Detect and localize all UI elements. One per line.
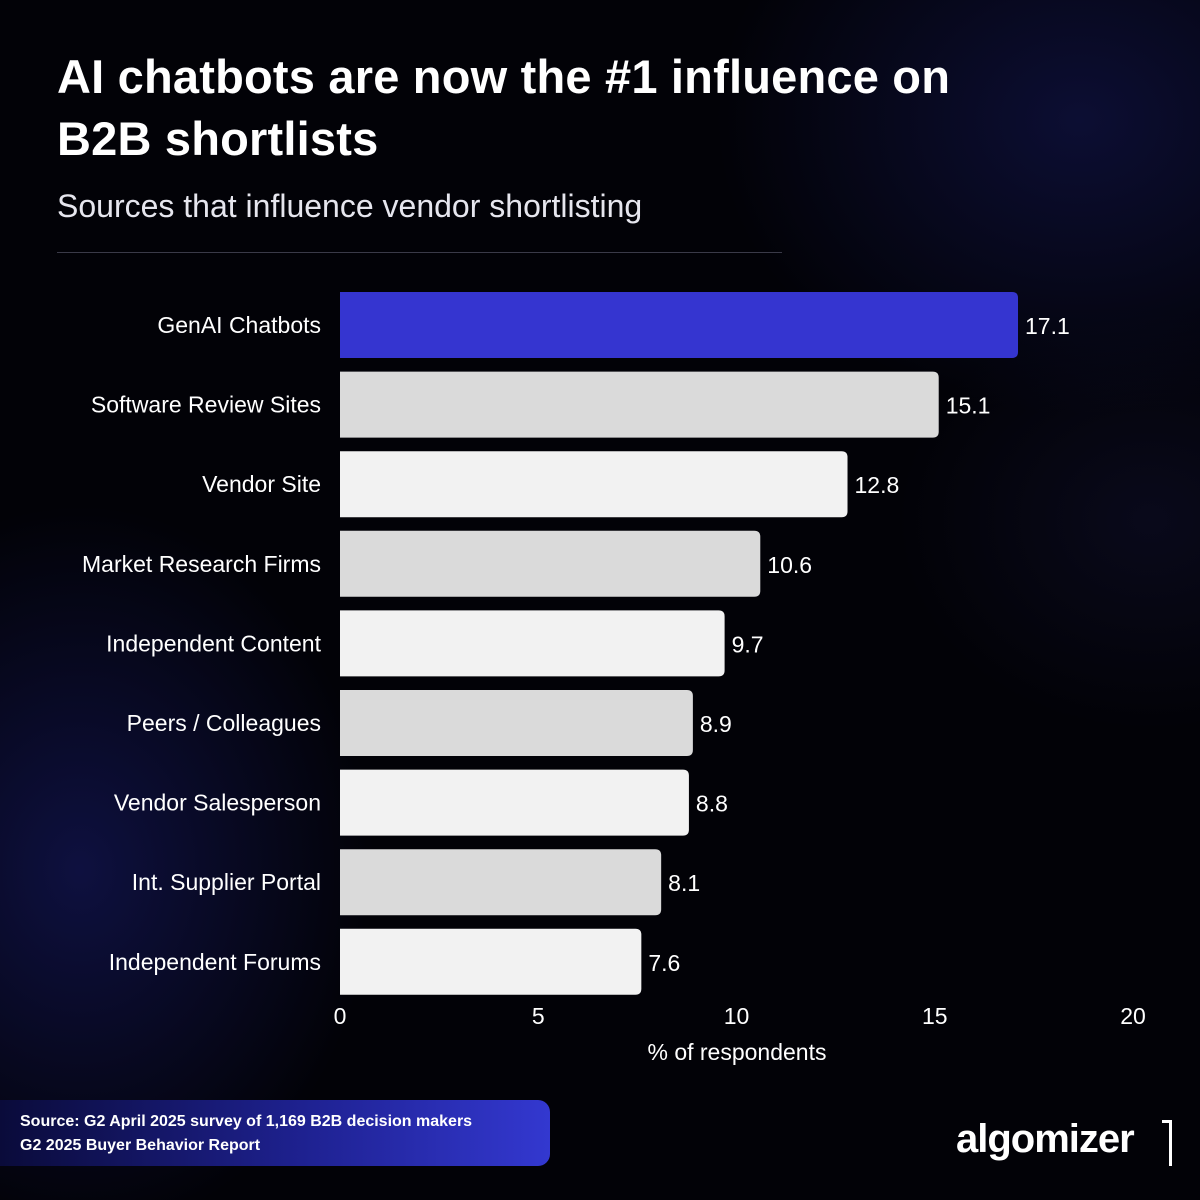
header-divider <box>57 252 782 253</box>
bar-6 <box>340 769 689 836</box>
value-label-4: 9.7 <box>732 631 764 657</box>
bar-8 <box>340 928 642 995</box>
category-label-5: Peers / Colleagues <box>127 710 321 736</box>
value-labels-layer: 17.1 15.1 12.8 10.6 9.7 8.9 8.8 8.1 7.6 <box>648 313 1069 976</box>
page-title: AI chatbots are now the #1 influence on … <box>57 50 951 165</box>
value-label-2: 12.8 <box>855 472 900 498</box>
x-axis-label: % of respondents <box>647 1039 826 1065</box>
source-line-2: G2 2025 Buyer Behavior Report <box>20 1137 261 1154</box>
brand-logo: algomizer <box>956 1114 1180 1170</box>
category-label-3: Market Research Firms <box>82 551 321 577</box>
value-label-7: 8.1 <box>668 870 700 896</box>
bar-1 <box>340 371 939 438</box>
source-line-1: Source: G2 April 2025 survey of 1,169 B2… <box>20 1113 473 1130</box>
logo-text: algomizer <box>956 1117 1135 1161</box>
bar-5 <box>340 690 693 756</box>
value-label-5: 8.9 <box>700 711 732 737</box>
bar-2 <box>340 451 848 518</box>
category-label-6: Vendor Salesperson <box>114 790 321 816</box>
value-label-8: 7.6 <box>648 950 680 976</box>
bar-4 <box>340 610 725 677</box>
value-label-0: 17.1 <box>1025 313 1070 339</box>
value-label-3: 10.6 <box>767 552 812 578</box>
x-tick-label-3: 15 <box>922 1003 948 1029</box>
bar-0 <box>340 292 1019 358</box>
bars-layer <box>340 292 1019 995</box>
x-tick-label-0: 0 <box>334 1003 347 1029</box>
page-subtitle: Sources that influence vendor shortlisti… <box>57 188 643 224</box>
x-tick-label-4: 20 <box>1120 1003 1146 1029</box>
x-tick-label-2: 10 <box>724 1003 750 1029</box>
x-axis-ticks-layer: 0 5 10 15 20 <box>334 1003 1146 1029</box>
bar-3 <box>340 530 761 597</box>
logo-bracket-icon <box>1162 1120 1172 1166</box>
category-labels-layer: GenAI Chatbots Software Review Sites Vendo… <box>82 312 322 975</box>
category-label-0: GenAI Chatbots <box>157 312 321 338</box>
category-label-4: Independent Content <box>106 630 321 656</box>
source-box: Source: G2 April 2025 survey of 1,169 B2… <box>0 1100 550 1166</box>
value-label-1: 15.1 <box>946 393 991 419</box>
category-label-2: Vendor Site <box>202 471 321 497</box>
x-tick-label-1: 5 <box>532 1003 545 1029</box>
category-label-7: Int. Supplier Portal <box>132 869 321 895</box>
category-label-1: Software Review Sites <box>91 392 321 418</box>
value-label-6: 8.8 <box>696 791 728 817</box>
category-label-8: Independent Forums <box>109 949 321 975</box>
bar-7 <box>340 849 662 916</box>
